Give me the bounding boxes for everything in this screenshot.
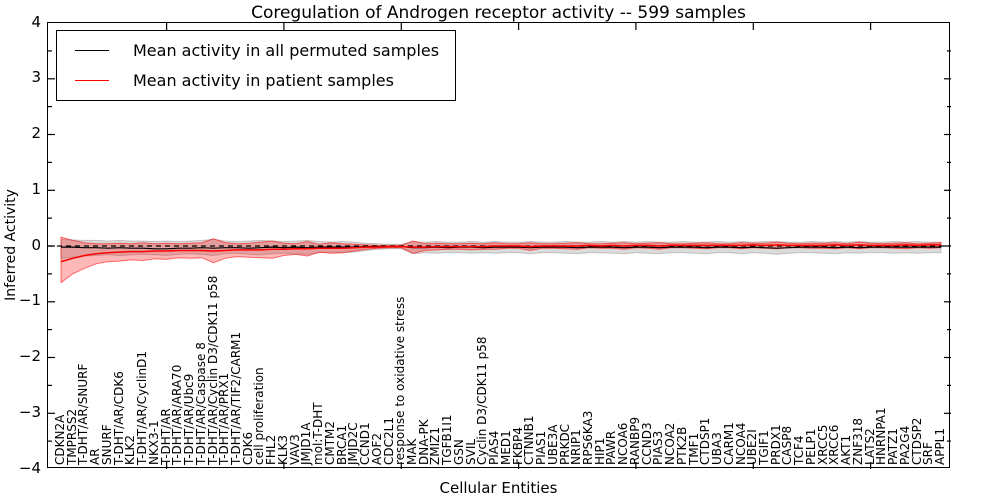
x-category-label: T-DHT/AR/Caspase 8 [193, 342, 208, 465]
x-category-label: UBE3A [545, 424, 560, 465]
x-category-label: AOF2 [369, 433, 384, 465]
legend-line-red [75, 80, 109, 81]
chart-title: Coregulation of Androgen receptor activi… [251, 3, 746, 23]
y-tick-label: 1 [31, 179, 41, 198]
x-axis-title: Cellular Entities [439, 479, 558, 497]
legend-item: Mean activity in patient samples [67, 68, 439, 93]
y-tick-label: −1 [18, 291, 41, 310]
y-tick-label: 4 [31, 12, 41, 31]
plot-area [47, 22, 951, 469]
series-band-patient [60, 236, 942, 284]
legend: Mean activity in all permuted samples Mea… [56, 30, 457, 101]
legend-item: Mean activity in all permuted samples [67, 38, 439, 63]
y-tick-label: −2 [18, 347, 41, 365]
y-tick-label: −3 [18, 402, 41, 421]
y-tick-label: 2 [31, 124, 41, 142]
legend-label: Mean activity in all permuted samples [133, 41, 440, 60]
legend-label: Mean activity in patient samples [133, 71, 394, 90]
x-category-label: APPL1 [933, 427, 947, 465]
y-tick-label: 3 [31, 68, 41, 87]
legend-line-black [75, 50, 109, 51]
series-line-permuted [61, 246, 941, 250]
chart-canvas [48, 23, 951, 469]
x-category-label: PA2G4 [897, 425, 912, 465]
x-category-label: CARM1 [721, 422, 736, 465]
series-line-patient [60, 244, 941, 263]
y-tick-label: 0 [31, 235, 41, 254]
y-tick-label: −4 [18, 458, 41, 477]
